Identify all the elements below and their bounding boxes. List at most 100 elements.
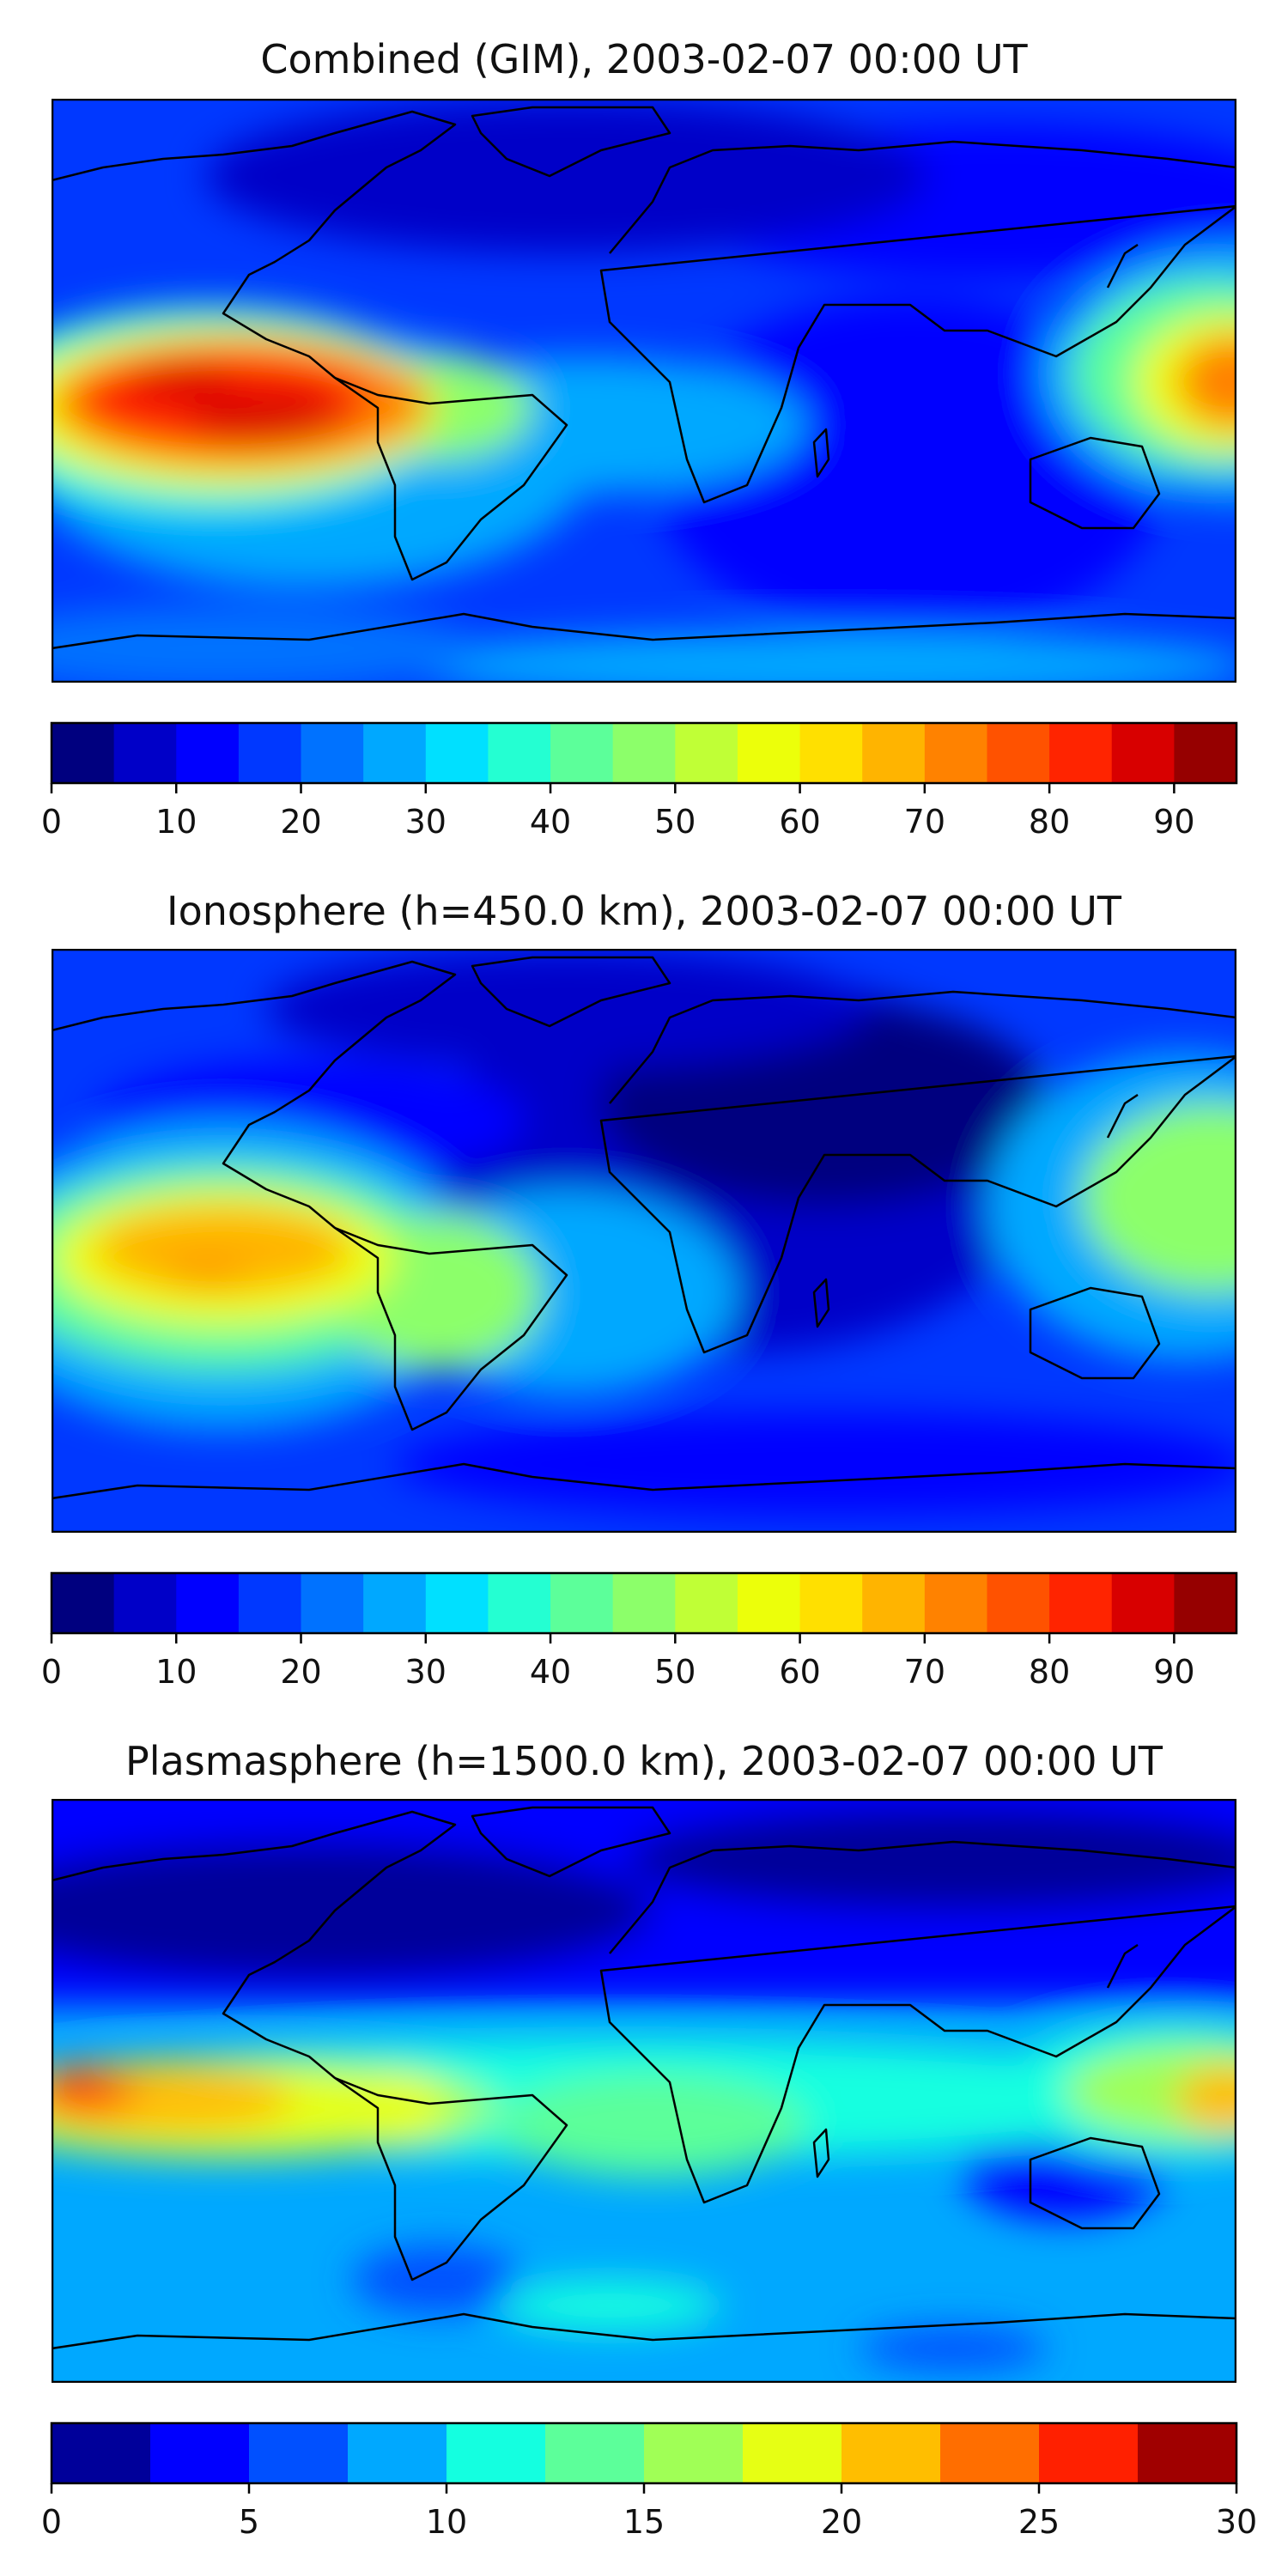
- colorbar-tick-label: 90: [1153, 1653, 1194, 1691]
- colorbar-segment: [1111, 723, 1175, 783]
- japan-coast: [1106, 243, 1139, 289]
- colorbar-segment: [940, 2423, 1040, 2483]
- colorbar-tick-label: 50: [654, 803, 696, 841]
- colorbar-segment: [113, 723, 177, 783]
- colorbar-segment: [52, 2423, 151, 2483]
- south-america-coast: [333, 376, 568, 581]
- colorbar-tick-label: 15: [623, 2503, 665, 2541]
- colorbar-segment: [1138, 2423, 1237, 2483]
- antarctica-coast: [52, 612, 1236, 650]
- colorbar-segment: [550, 1573, 614, 1633]
- colorbar-segment: [1049, 723, 1113, 783]
- colorbar-segment: [987, 1573, 1050, 1633]
- colorbar-tick-label: 30: [1216, 2503, 1257, 2541]
- colorbar-tick-label: 20: [821, 2503, 862, 2541]
- colorbar-tick-label: 40: [530, 1653, 571, 1691]
- colorbar-segment: [1049, 1573, 1113, 1633]
- map-frame: [52, 949, 1236, 1533]
- north-america-coast: [52, 960, 457, 1229]
- colorbar-segment: [488, 723, 551, 783]
- north-america-coast: [52, 110, 457, 379]
- colorbar-segment: [176, 723, 240, 783]
- panel-2-title: Ionosphere (h=450.0 km), 2003-02-07 00:0…: [167, 888, 1121, 934]
- colorbar-segment: [301, 1573, 364, 1633]
- tec-field: [52, 949, 1236, 1533]
- tec-field: [52, 1799, 1236, 2383]
- colorbar-segment: [363, 1573, 427, 1633]
- colorbar-segment: [737, 723, 801, 783]
- colorbar-segment: [348, 2423, 447, 2483]
- colorbar-segment: [1174, 723, 1237, 783]
- colorbar-segment: [924, 723, 987, 783]
- colorbar-segment: [644, 2423, 744, 2483]
- greenland-coast: [471, 1806, 671, 1878]
- colorbar-segment: [488, 1573, 551, 1633]
- colorbar-segment: [176, 1573, 240, 1633]
- panel-2-colorbar: 0 10 20 30 40 50 60 70 80 90: [41, 1571, 1238, 1691]
- colorbar-segment: [249, 2423, 349, 2483]
- colorbar-frame: [50, 1571, 1238, 1635]
- colorbar-segment: [425, 723, 489, 783]
- colorbar-tick-label: 0: [41, 803, 62, 841]
- colorbar-tick-label: 10: [155, 1653, 197, 1691]
- combined-gim-map: [52, 99, 1236, 683]
- north-america-coast: [52, 1810, 457, 2079]
- south-america-coast: [333, 2076, 568, 2281]
- colorbar-segment: [1174, 1573, 1237, 1633]
- map-frame: [52, 99, 1236, 683]
- colorbar-tick-label: 60: [779, 1653, 820, 1691]
- japan-coast: [1106, 1943, 1139, 1989]
- colorbar-segment: [238, 1573, 302, 1633]
- japan-coast: [1106, 1093, 1139, 1139]
- australia-coast: [1029, 436, 1161, 530]
- eurasia-africa-coast: [599, 1840, 1236, 2204]
- colorbar-tick-label: 50: [654, 1653, 696, 1691]
- colorbar-segment: [675, 1573, 738, 1633]
- colorbar-segment: [862, 1573, 926, 1633]
- colorbar-tick-label: 30: [405, 803, 447, 841]
- greenland-coast: [471, 106, 671, 178]
- colorbar-segment: [924, 1573, 987, 1633]
- colorbar-segment: [737, 1573, 801, 1633]
- colorbar-tick-label: 70: [904, 1653, 945, 1691]
- south-america-coast: [333, 1226, 568, 1431]
- colorbar-tick-label: 90: [1153, 803, 1194, 841]
- panel-3-title: Plasmasphere (h=1500.0 km), 2003-02-07 0…: [125, 1738, 1163, 1784]
- panel-3-colorbar: 0 5 10 15 20 25 30: [41, 2421, 1257, 2541]
- madagascar-coast: [812, 428, 830, 478]
- colorbar-tick-label: 0: [41, 2503, 62, 2541]
- colorbar-frame: [50, 721, 1238, 785]
- panel-1-colorbar: 0 10 20 30 40 50 60 70 80 90: [41, 721, 1238, 841]
- colorbar-tick-label: 5: [239, 2503, 259, 2541]
- colorbar-segment: [238, 723, 302, 783]
- colorbar-tick-label: 80: [1029, 803, 1070, 841]
- greenland-coast: [471, 956, 671, 1028]
- colorbar-segment: [52, 1573, 115, 1633]
- madagascar-coast: [812, 2128, 830, 2178]
- colorbar-tick-label: 0: [41, 1653, 62, 1691]
- colorbar-tick-label: 20: [280, 803, 321, 841]
- colorbar-segment: [150, 2423, 250, 2483]
- colorbar-segment: [987, 723, 1050, 783]
- madagascar-coast: [812, 1278, 830, 1328]
- coastlines: [52, 1806, 1236, 2350]
- ionosphere-map: [52, 949, 1236, 1533]
- colorbar-segment: [862, 723, 926, 783]
- colorbar-segment: [743, 2423, 842, 2483]
- colorbar-tick-label: 60: [779, 803, 820, 841]
- colorbar-tick-label: 20: [280, 1653, 321, 1691]
- colorbar-tick-label: 10: [426, 2503, 467, 2541]
- colorbar-tick-label: 25: [1018, 2503, 1060, 2541]
- tec-field: [52, 99, 1236, 683]
- australia-coast: [1029, 1286, 1161, 1380]
- eurasia-africa-coast: [599, 140, 1236, 504]
- eurasia-africa-coast: [599, 990, 1236, 1354]
- colorbar-segment: [447, 2423, 546, 2483]
- colorbar-segment: [545, 2423, 645, 2483]
- colorbar-tick-label: 70: [904, 803, 945, 841]
- colorbar-segment: [550, 723, 614, 783]
- colorbar-segment: [675, 723, 738, 783]
- colorbar-segment: [1111, 1573, 1175, 1633]
- colorbar-tick-label: 40: [530, 803, 571, 841]
- colorbar-segment: [1039, 2423, 1139, 2483]
